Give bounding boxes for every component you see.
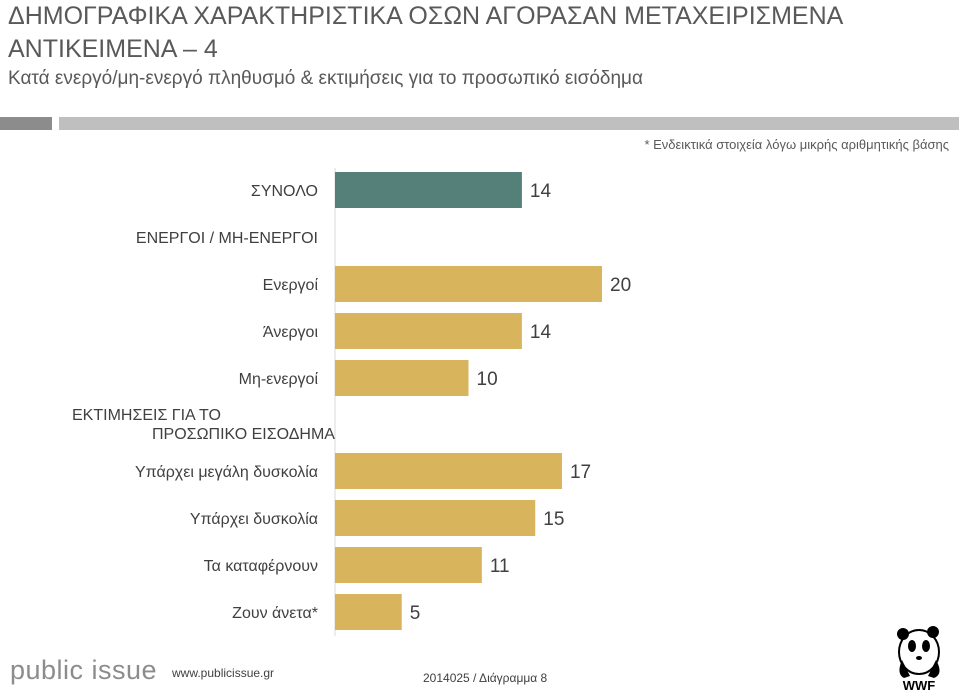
data-label: 17 [570, 462, 591, 483]
footer-reference: 2014025 / Διάγραμμα 8 [423, 671, 548, 685]
bar [335, 500, 536, 536]
header-rule-light [59, 117, 959, 130]
data-label: 11 [490, 556, 510, 577]
data-label: 10 [477, 369, 498, 390]
category-label: Άνεργοι [263, 324, 319, 341]
group-header-label: ΕΚΤΙΜΗΣΕΙΣ ΓΙΑ ΤΟ ΠΡΟΣΩΠΙΚΟ ΕΙΣΟΔΗΜΑ [72, 407, 335, 443]
category-label: Υπάρχει δυσκολία [190, 511, 318, 528]
wwf-wordmark: WWF [903, 678, 936, 692]
bar [335, 172, 522, 208]
bar [335, 360, 469, 396]
category-label: Ζουν άνετα* [232, 605, 318, 622]
bar [335, 453, 562, 489]
header-rule-dark [0, 117, 52, 130]
bar [335, 547, 482, 583]
public-issue-logo: public issue [10, 655, 158, 685]
group-header-label: ΕΝΕΡΓΟΙ / ΜΗ-ΕΝΕΡΓΟΙ [136, 230, 318, 247]
chart-subtitle: Κατά ενεργό/μη-ενεργό πληθυσμό & εκτιμήσ… [8, 68, 643, 89]
data-label: 15 [543, 509, 564, 530]
base-note: * Ενδεικτικά στοιχεία λόγω μικρής αριθμη… [644, 137, 949, 152]
bar [335, 313, 522, 349]
category-label: ΣΥΝΟΛΟ [251, 183, 318, 200]
data-label: 14 [530, 322, 552, 343]
category-label: Υπάρχει μεγάλη δυσκολία [135, 464, 318, 481]
data-label: 5 [410, 603, 421, 624]
footer-url: www.publicissue.gr [172, 666, 275, 680]
data-label: 20 [610, 275, 631, 296]
bar [335, 266, 602, 302]
bar [335, 594, 402, 630]
category-label: Τα καταφέρνουν [204, 558, 318, 575]
category-label: Μη-ενεργοί [239, 371, 319, 388]
wwf-panda-logo: WWF [897, 626, 940, 692]
data-label: 14 [530, 181, 552, 202]
chart-title: ΔΗΜΟΓΡΑΦΙΚΑ ΧΑΡΑΚΤΗΡΙΣΤΙΚΑ ΟΣΩΝ ΑΓΟΡΑΣΑΝ… [8, 2, 842, 63]
category-label: Ενεργοί [263, 277, 319, 294]
